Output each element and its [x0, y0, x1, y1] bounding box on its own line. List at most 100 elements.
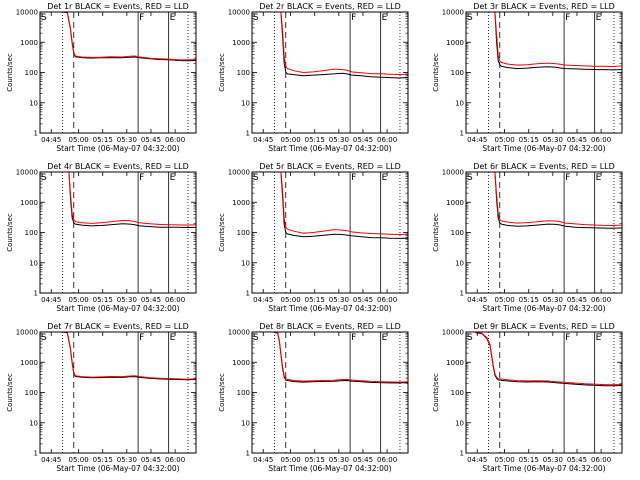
xtick-label: 05:30: [117, 296, 137, 304]
series-group: [494, 12, 622, 71]
x-axis-label: Start Time (06-May-07 04:32:00): [268, 144, 391, 153]
series-group: [62, 332, 196, 381]
marker-f: F: [139, 13, 144, 23]
ytick-label: 100: [237, 389, 250, 397]
plot-frame: [39, 171, 197, 294]
xtick-label: 04:45: [253, 136, 273, 144]
plot-frame: [465, 331, 623, 454]
ytick-label: 10000: [16, 169, 38, 177]
ytick-label: 1: [34, 130, 38, 138]
xtick-label: 05:30: [543, 296, 563, 304]
series-group: [280, 12, 408, 79]
marker-s: S: [253, 173, 259, 183]
xtick-label: 06:00: [377, 136, 397, 144]
marker-f: F: [139, 173, 144, 183]
xtick-label: 05:15: [305, 296, 325, 304]
xtick-label: 05:00: [495, 136, 515, 144]
marker-f: F: [139, 333, 144, 343]
xtick-label: 05:30: [329, 136, 349, 144]
xtick-label: 05:15: [93, 456, 113, 464]
ytick-label: 10000: [228, 329, 250, 337]
ytick-label: 10: [455, 259, 464, 267]
xtick-label: 06:00: [165, 456, 185, 464]
ytick-label: 10: [241, 259, 250, 267]
xtick-label: 05:00: [69, 456, 89, 464]
series-line-events: [280, 172, 408, 239]
panel-title: Det 7r BLACK = Events, RED = LLD: [47, 322, 189, 331]
marker-s: S: [253, 333, 259, 343]
series-line-events: [68, 172, 196, 229]
y-axis-label: Counts/sec: [432, 53, 440, 92]
xtick-label: 05:00: [495, 456, 515, 464]
series-line-lld: [494, 12, 622, 68]
panel-title: Det 2r BLACK = Events, RED = LLD: [259, 2, 401, 11]
x-axis-label: Start Time (06-May-07 04:32:00): [56, 144, 179, 153]
xtick-label: 05:45: [141, 136, 161, 144]
series-group: [62, 12, 196, 62]
xtick-label: 05:15: [93, 296, 113, 304]
ytick-label: 1: [460, 130, 464, 138]
series-line-lld: [280, 172, 408, 236]
xtick-label: 05:00: [281, 456, 301, 464]
ytick-label: 1: [34, 290, 38, 298]
xtick-label: 04:45: [41, 296, 61, 304]
ytick-label: 10000: [16, 329, 38, 337]
ytick-label: 1000: [232, 39, 250, 47]
marker-s: S: [41, 333, 47, 343]
xtick-label: 05:30: [329, 456, 349, 464]
ytick-label: 10: [455, 419, 464, 427]
panel-title: Det 4r BLACK = Events, RED = LLD: [47, 162, 189, 171]
x-axis-label: Start Time (06-May-07 04:32:00): [56, 464, 179, 473]
xtick-label: 05:45: [567, 296, 587, 304]
ytick-label: 1000: [20, 39, 38, 47]
xtick-label: 05:15: [305, 136, 325, 144]
series-line-lld: [494, 172, 622, 227]
ytick-label: 10000: [442, 169, 464, 177]
xtick-label: 05:30: [117, 136, 137, 144]
ytick-label: 1: [246, 450, 250, 458]
plot-frame: [251, 11, 409, 134]
series-line-lld: [280, 12, 408, 76]
xtick-label: 05:15: [519, 456, 539, 464]
xtick-label: 05:30: [117, 456, 137, 464]
y-axis-label: Counts/sec: [432, 373, 440, 412]
marker-e: E: [382, 13, 388, 23]
ytick-label: 1: [246, 130, 250, 138]
ytick-label: 10000: [228, 169, 250, 177]
ytick-label: 10000: [442, 9, 464, 17]
xtick-label: 04:45: [41, 456, 61, 464]
xtick-label: 05:30: [329, 296, 349, 304]
y-axis-label: Counts/sec: [218, 373, 226, 412]
xtick-label: 04:45: [253, 296, 273, 304]
marker-e: E: [596, 333, 602, 343]
plot-frame: [465, 171, 623, 294]
series-line-events: [494, 172, 622, 229]
series-line-events: [494, 12, 622, 71]
ytick-label: 100: [451, 229, 464, 237]
ytick-label: 10: [29, 99, 38, 107]
series-group: [280, 172, 408, 239]
ytick-label: 10: [241, 419, 250, 427]
xtick-label: 06:00: [591, 456, 611, 464]
x-axis-label: Start Time (06-May-07 04:32:00): [56, 304, 179, 313]
marker-f: F: [565, 333, 570, 343]
xtick-label: 05:15: [305, 456, 325, 464]
xtick-label: 06:00: [591, 136, 611, 144]
plot-frame: [39, 11, 197, 134]
x-axis-label: Start Time (06-May-07 04:32:00): [268, 464, 391, 473]
xtick-label: 06:00: [165, 136, 185, 144]
ytick-label: 100: [25, 69, 38, 77]
ytick-label: 1: [460, 450, 464, 458]
marker-s: S: [41, 173, 47, 183]
y-axis-label: Counts/sec: [432, 213, 440, 252]
marker-s: S: [253, 13, 259, 23]
marker-e: E: [170, 173, 176, 183]
panel-title: Det 9r BLACK = Events, RED = LLD: [473, 322, 615, 331]
xtick-label: 05:00: [281, 136, 301, 144]
plot-frame: [465, 11, 623, 134]
